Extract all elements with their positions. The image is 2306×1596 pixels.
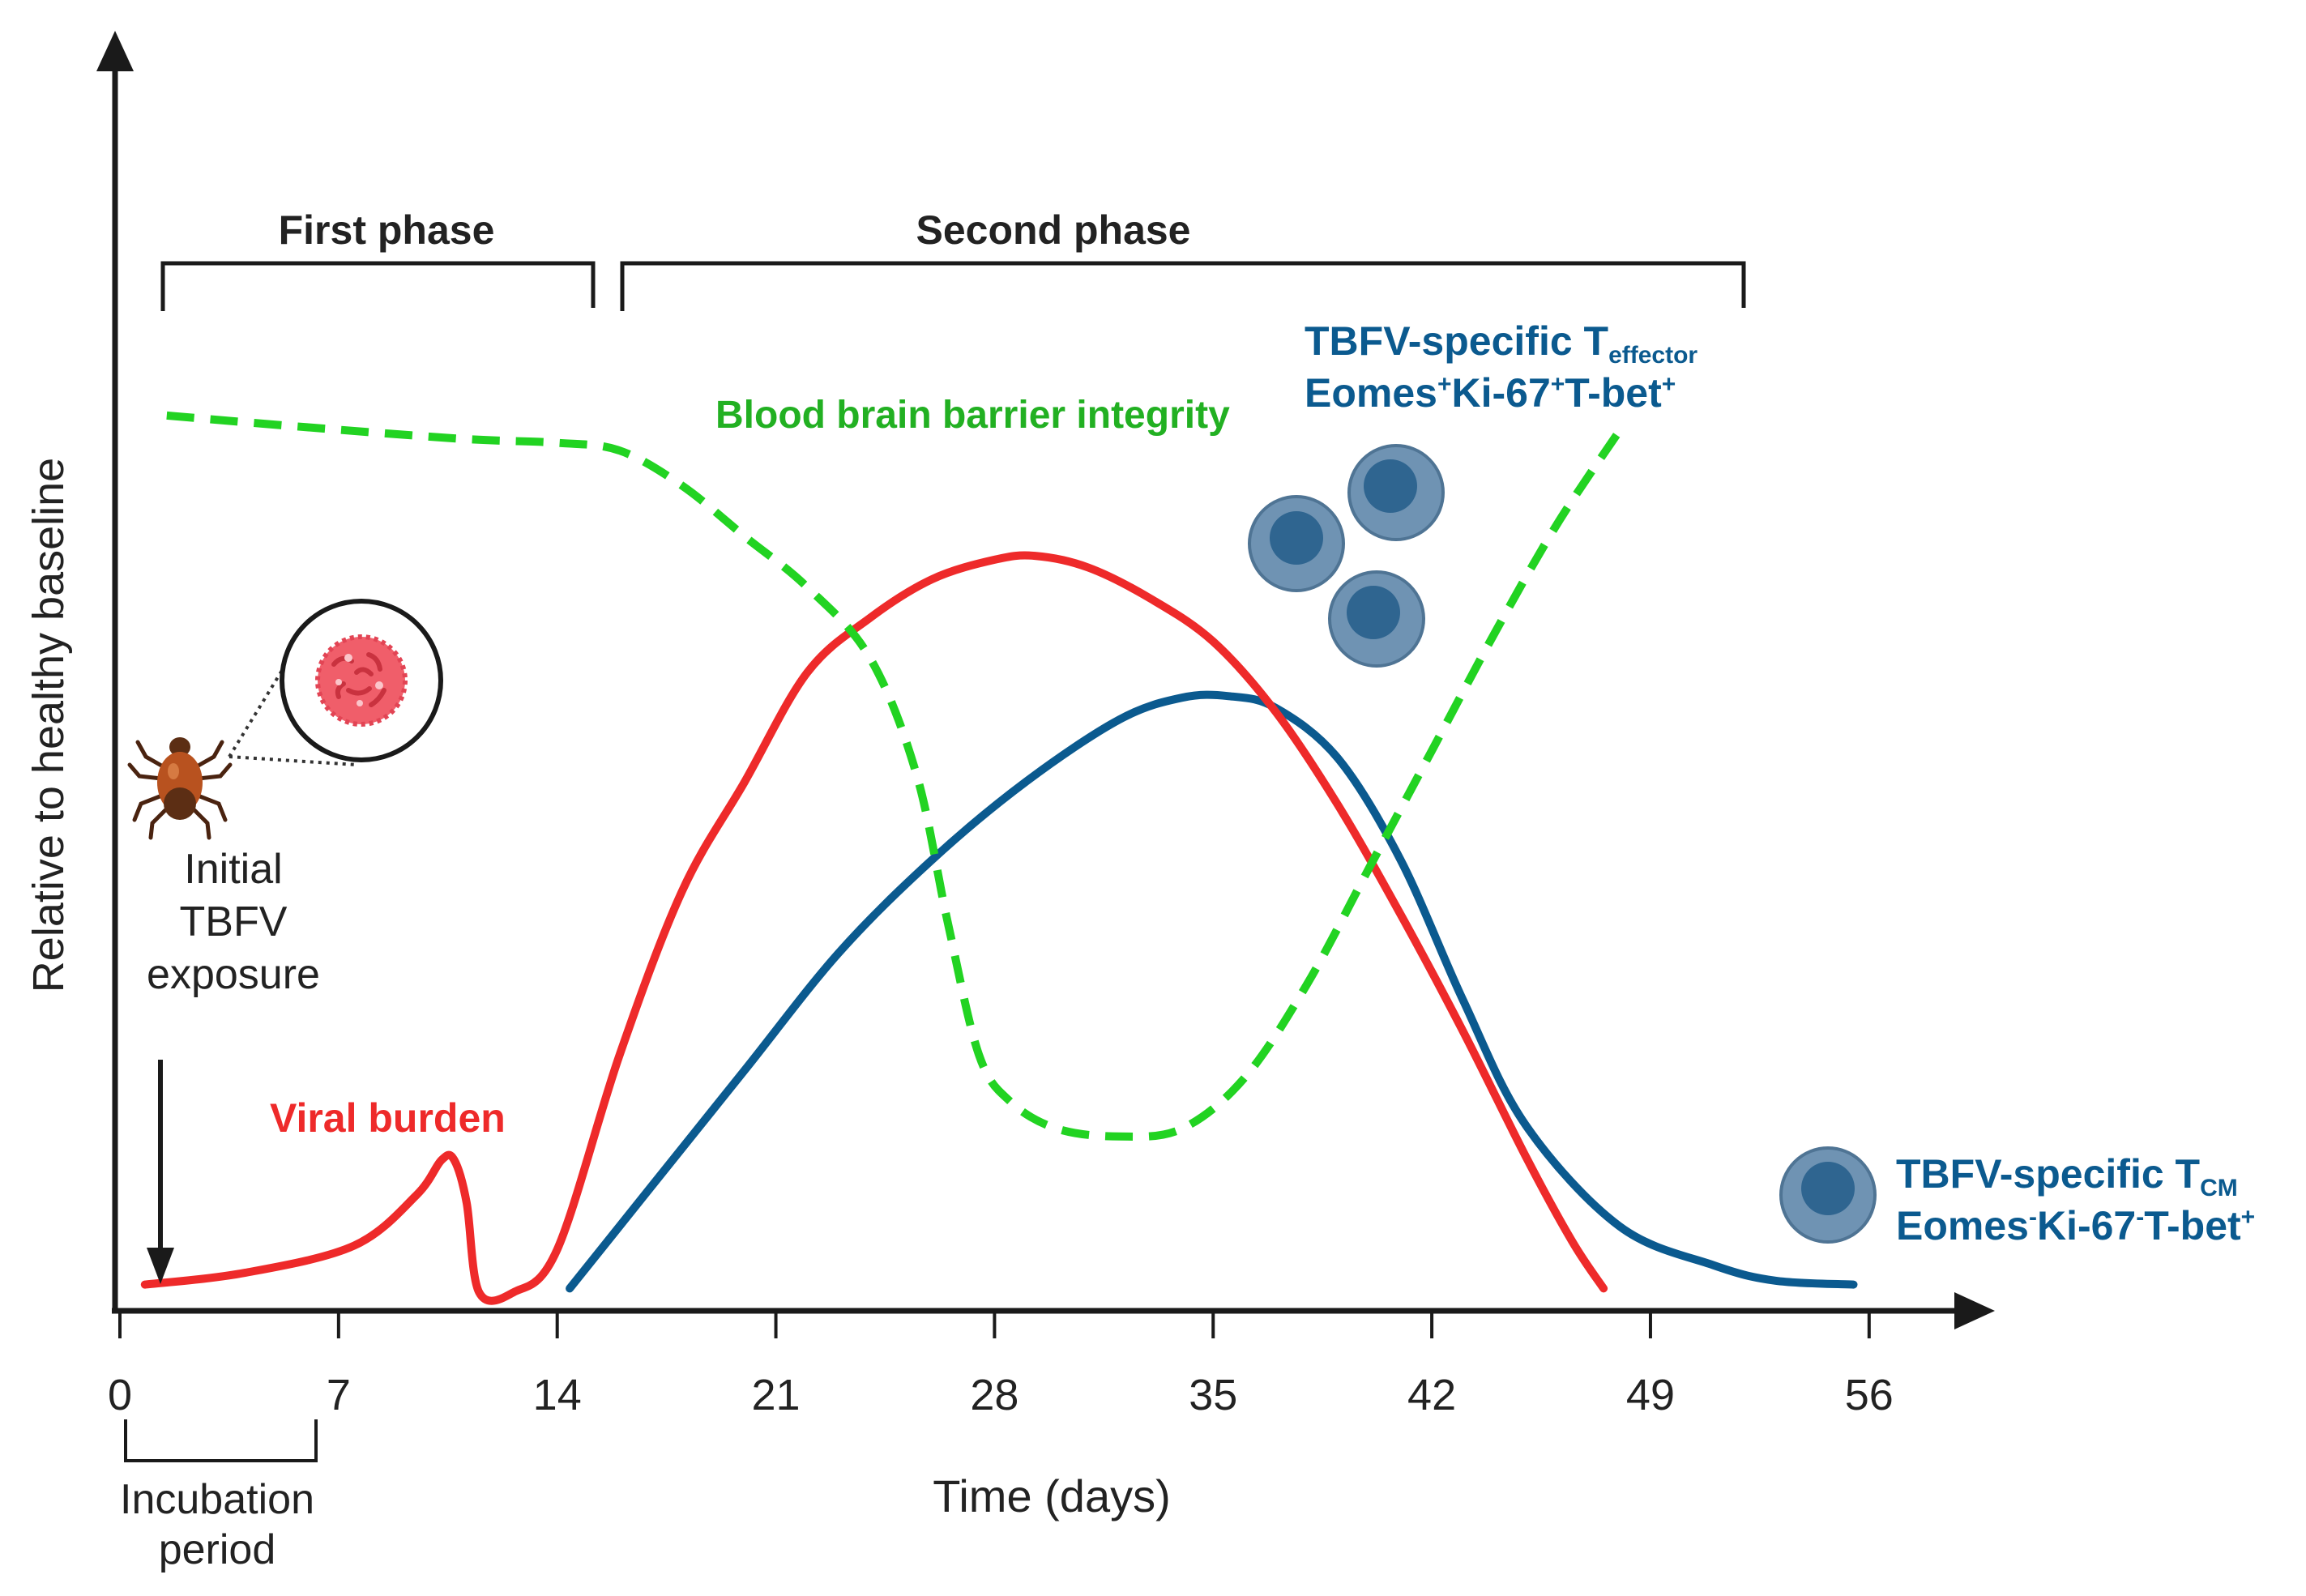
x-tick-label: 35 [1189, 1371, 1237, 1419]
t-cell-icon [1328, 570, 1425, 668]
bbb-integrity-curve [166, 411, 1623, 1141]
x-tick-label: 21 [752, 1371, 801, 1419]
x-tick-label: 49 [1626, 1371, 1675, 1419]
t-effector-label-line2: Eomes+Ki-67+T-bet+ [1305, 370, 1676, 416]
x-axis-arrow-icon [1954, 1292, 1995, 1329]
t-cm-label-line1: TBFV-specific TCM [1896, 1151, 2238, 1201]
second-phase-label: Second phase [916, 207, 1191, 253]
t-cm-marker: Ki-67 [2037, 1203, 2136, 1248]
t-cell-response-curve [566, 690, 1858, 1293]
second-phase-bracket-line [620, 261, 1746, 311]
exposure-label-line2: TBFV [180, 898, 288, 945]
t-cm-marker: T-bet [2144, 1203, 2241, 1248]
t-effector-marker: T-bet [1565, 370, 1662, 416]
second-phase-bracket: Second phase [620, 207, 1746, 311]
first-phase-bracket: First phase [160, 207, 596, 311]
x-tick-label: 14 [533, 1371, 582, 1419]
tick-icon [127, 737, 233, 840]
x-ticks: 0 7 14 21 28 35 42 49 56 [108, 1311, 1894, 1419]
t-cm-marker-sign: - [2029, 1204, 2037, 1231]
x-tick-label: 28 [970, 1371, 1018, 1419]
first-phase-label: First phase [279, 207, 495, 253]
exposure-arrow-icon [147, 1248, 174, 1284]
t-effector-main: TBFV-specific T [1305, 318, 1608, 364]
bbb-integrity-label: Blood brain barrier integrity [715, 394, 1230, 437]
viral-burden-label: Viral burden [270, 1095, 506, 1141]
x-tick-label: 42 [1407, 1371, 1456, 1419]
t-cm-subscript: CM [2200, 1175, 2238, 1201]
t-cell-icon [1347, 444, 1445, 541]
x-tick-label: 0 [108, 1371, 132, 1419]
x-tick-label: 7 [327, 1371, 351, 1419]
t-effector-marker: Eomes [1305, 370, 1437, 416]
axes [96, 31, 1995, 1329]
tcm-cell-icon [1779, 1146, 1877, 1244]
exposure-label-line3: exposure [147, 951, 320, 998]
incubation-label-line2: period [159, 1526, 276, 1573]
incubation-label-line1: Incubation [120, 1476, 314, 1523]
t-effector-marker-sign: + [1437, 371, 1452, 398]
t-effector-marker-sign: + [1662, 371, 1676, 398]
viral-burden-curve [140, 551, 1608, 1305]
x-axis-label: Time (days) [933, 1470, 1171, 1521]
incubation-bracket: Incubation period [120, 1419, 318, 1573]
first-phase-bracket-line [160, 261, 596, 311]
t-cm-marker-sign: + [2241, 1204, 2256, 1231]
t-cm-main: TBFV-specific T [1896, 1151, 2200, 1197]
t-cm-marker-sign: - [2136, 1204, 2144, 1231]
t-effector-label-line1: TBFV-specific Teffector [1305, 318, 1697, 369]
t-cell-icon [1248, 495, 1345, 592]
y-axis-arrow-icon [96, 31, 134, 71]
y-axis-label: Relative to healthy baseline [24, 458, 73, 992]
series-layer [140, 411, 1858, 1305]
t-effector-marker: Ki-67 [1452, 370, 1551, 416]
t-cm-marker: Eomes [1896, 1203, 2029, 1248]
incubation-bracket-line [124, 1419, 318, 1462]
t-cm-label-line2: Eomes-Ki-67-T-bet+ [1896, 1203, 2255, 1248]
t-effector-subscript: effector [1608, 342, 1697, 369]
exposure-label-line1: Initial [184, 846, 282, 893]
virion-icon [315, 634, 408, 727]
t-effector-marker-sign: + [1551, 371, 1565, 398]
exposure-annotation: Initial TBFV exposure [147, 846, 320, 1284]
effector-cell-cluster [1248, 444, 1445, 668]
x-tick-label: 56 [1845, 1371, 1894, 1419]
virus-magnifier [228, 599, 443, 766]
